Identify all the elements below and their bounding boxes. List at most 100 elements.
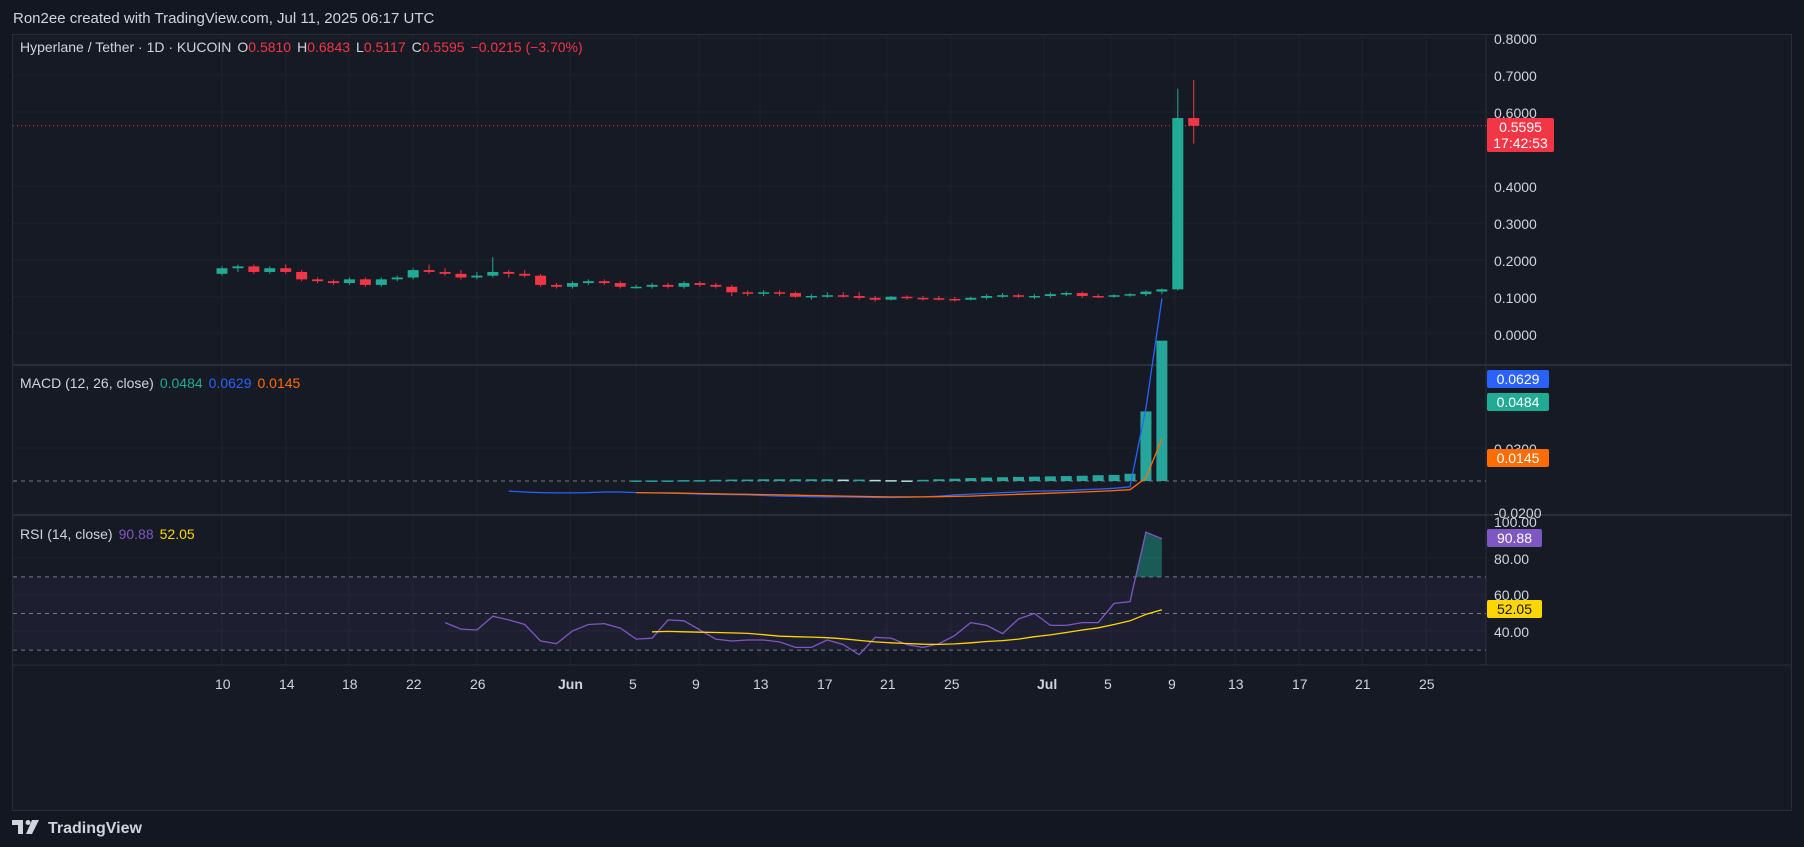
change-value: −0.0215 (−3.70%) [470, 39, 583, 55]
time-tick: 18 [342, 676, 358, 692]
candle-body [582, 281, 594, 284]
candle-body [407, 270, 419, 278]
candle-body [933, 298, 945, 300]
time-tick: 9 [692, 676, 700, 692]
candle-body [805, 296, 817, 298]
candle-body [1044, 294, 1056, 296]
rsi-ma-line [652, 609, 1163, 646]
candle-body [359, 279, 371, 285]
macd-legend: MACD (12, 26, close) 0.0484 0.0629 0.0145 [20, 375, 306, 391]
candle-body [1060, 293, 1072, 295]
macd-histogram-bar [774, 479, 786, 481]
macd-histogram-bar [662, 480, 674, 482]
macd-histogram-bar [965, 478, 977, 481]
macd-histogram-bar [694, 480, 706, 482]
candle-body [853, 296, 865, 298]
rsi-badge: 90.88 [1487, 529, 1542, 547]
macd-histogram-badge: 0.0484 [1487, 393, 1549, 411]
open-value: 0.5810 [248, 39, 292, 55]
candle-body [312, 279, 324, 282]
time-tick: 14 [279, 676, 295, 692]
time-tick: 5 [629, 676, 637, 692]
time-tick: 17 [1292, 676, 1308, 692]
candle-body [1092, 296, 1104, 298]
time-tick: 10 [215, 676, 231, 692]
symbol-label: Hyperlane / Tether · 1D · KUCOIN [20, 39, 232, 55]
macd-label: MACD (12, 26, close) [20, 375, 154, 391]
time-tick: 9 [1168, 676, 1176, 692]
candle-body [965, 297, 977, 300]
price-tick: 0.6000 [1494, 105, 1537, 121]
price-tick: 0.4000 [1494, 179, 1537, 195]
macd-histogram-bar [949, 478, 961, 481]
macd-histogram-bar [1060, 476, 1072, 481]
macd-histogram-bar [678, 480, 690, 482]
candle-body [837, 295, 849, 297]
rsi-tick: 100.00 [1494, 514, 1537, 530]
candle-body [328, 281, 340, 284]
candle-body [726, 286, 738, 293]
macd-histogram-bar [933, 479, 945, 481]
macd-tick: -0.0200 [1494, 505, 1542, 521]
time-tick: 21 [1355, 676, 1371, 692]
macd-line-badge: 0.0629 [1487, 370, 1549, 388]
candle-body [566, 283, 578, 287]
rsi-label: RSI (14, close) [20, 526, 113, 542]
macd-line [508, 298, 1163, 499]
macd-histogram-bar [997, 477, 1009, 481]
time-tick: 13 [1228, 676, 1244, 692]
rsi-tick: 40.00 [1494, 624, 1530, 640]
close-value: 0.5595 [421, 39, 465, 55]
macd-histogram-bar [805, 479, 817, 481]
candle-body [471, 275, 483, 278]
candle-body [1013, 295, 1024, 297]
candle-body [758, 292, 770, 294]
candle-body [1188, 118, 1200, 126]
macd-histogram-bar [789, 479, 801, 481]
macd-histogram-bar [917, 479, 929, 482]
time-tick: 26 [470, 676, 486, 692]
price-legend: Hyperlane / Tether · 1D · KUCOIN O0.5810 H… [20, 39, 589, 55]
price-candles [13, 79, 1486, 302]
candle-body [1124, 294, 1136, 296]
macd-histogram-bar [869, 479, 881, 482]
rsi-tick: 80.00 [1494, 551, 1530, 567]
candle-body [710, 284, 722, 287]
macd-signal-line [636, 438, 1163, 498]
candle-body [949, 298, 961, 301]
candle-body [503, 271, 515, 274]
high-label: H [297, 39, 308, 55]
macd-histogram-bar [981, 477, 993, 481]
candle-body [662, 284, 674, 287]
tradingview-footer: TradingView [12, 814, 142, 844]
candle-body [248, 266, 260, 272]
price-tick: 0.7000 [1494, 68, 1537, 84]
candle-body [917, 297, 929, 300]
candle-body [694, 283, 706, 285]
rsi-legend: RSI (14, close) 90.88 52.05 [20, 526, 201, 542]
candle-body [343, 279, 355, 284]
price-tick: 0.0000 [1494, 327, 1537, 343]
macd-histogram-bar [1140, 411, 1152, 481]
macd-histogram-bar [1124, 473, 1136, 481]
candle-body [375, 279, 387, 285]
macd-histogram-bar [758, 479, 770, 481]
candle-body [1156, 289, 1168, 292]
grid-lines [13, 35, 1486, 665]
rsi-plot [13, 531, 1486, 656]
candle-body [1172, 118, 1184, 290]
macd-histogram-bar [1028, 476, 1040, 481]
price-tick: 0.3000 [1494, 216, 1537, 232]
candle-body [519, 273, 531, 276]
candle-body [535, 275, 547, 285]
macd-histogram-bar [1156, 340, 1168, 481]
price-tick: 0.8000 [1494, 31, 1537, 47]
time-tick: 25 [1419, 676, 1435, 692]
low-value: 0.5117 [363, 39, 406, 55]
countdown-value: 17:42:53 [1493, 135, 1548, 151]
candle-body [598, 281, 610, 284]
candle-body [614, 283, 626, 287]
macd-plot [13, 298, 1486, 499]
time-tick: 22 [406, 676, 422, 692]
